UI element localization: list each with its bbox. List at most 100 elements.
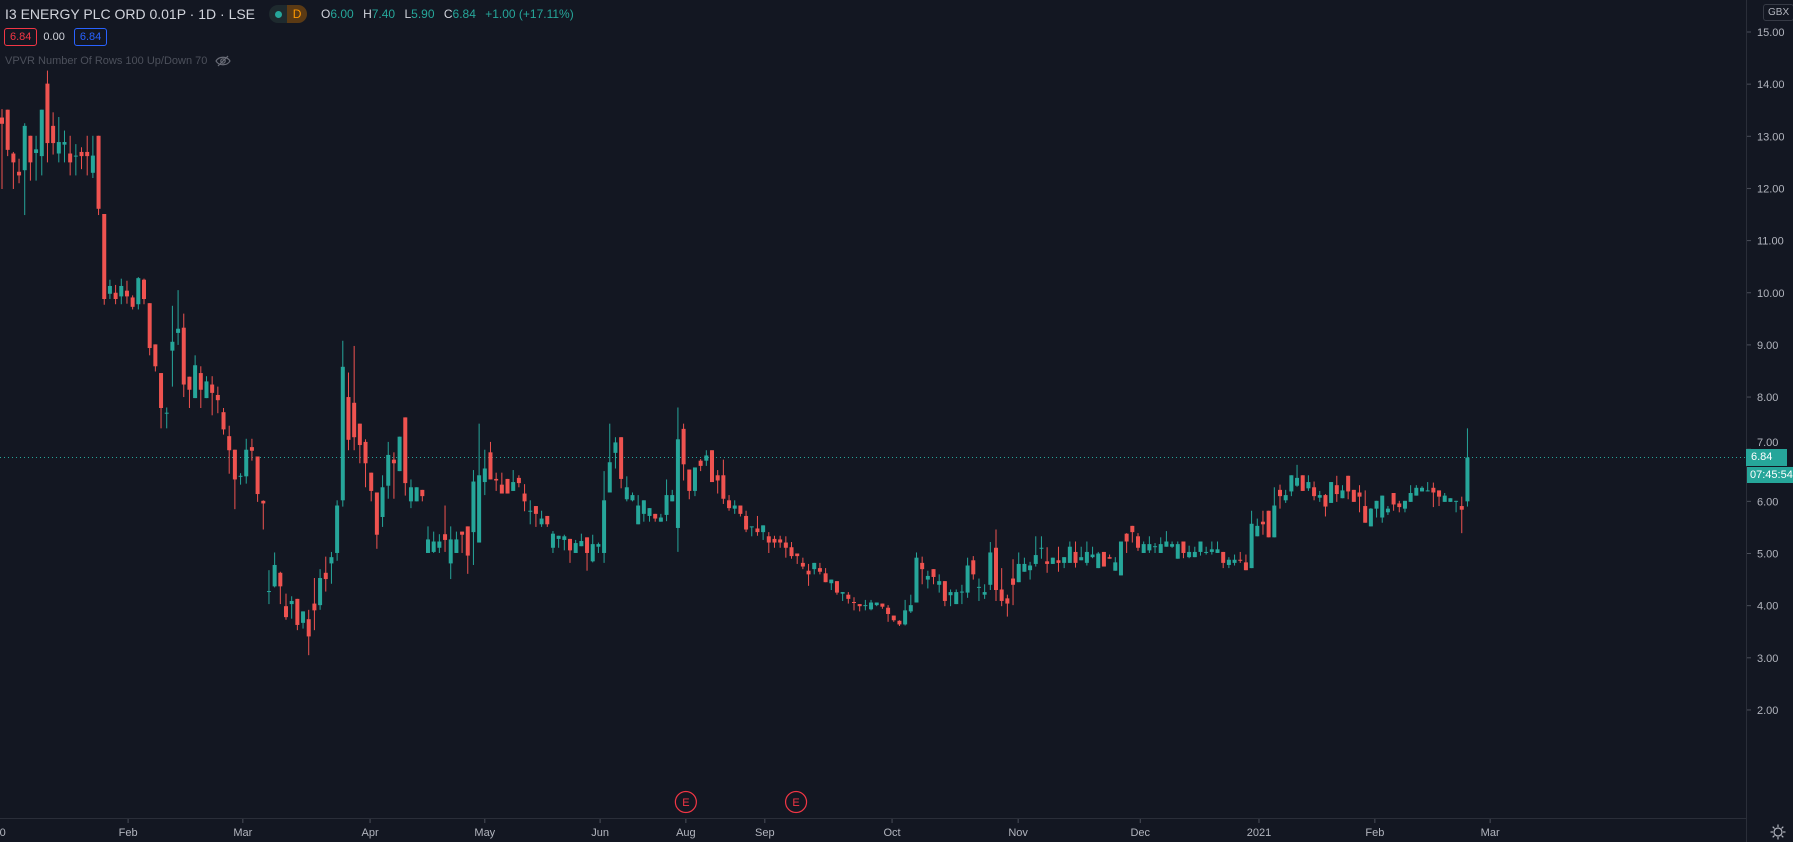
candle-body — [954, 592, 959, 605]
candle — [107, 279, 112, 300]
candle — [766, 532, 771, 553]
earnings-event-marker[interactable]: E — [784, 790, 808, 814]
earnings-label: E — [682, 797, 689, 809]
price-axis[interactable]: 2.00 3.00 4.00 5.00 6.00 7.00 8.00 9.00 10.00 11.… — [1747, 27, 1785, 717]
candle — [96, 135, 101, 216]
candle — [1363, 490, 1368, 523]
candle-body — [829, 579, 834, 584]
candle-body — [306, 619, 311, 637]
candle — [533, 506, 538, 527]
candle-body — [704, 455, 709, 461]
time-axis[interactable]: 2020 Feb Mar Apr May Jun Aug Sep Oct Nov Dec 2021 Fe… — [0, 819, 1500, 839]
candle-body — [1363, 506, 1368, 523]
candle-body — [789, 547, 794, 557]
candle — [306, 609, 311, 656]
candle-body — [1465, 457, 1470, 502]
candle-body — [630, 495, 635, 501]
candle — [1249, 510, 1254, 569]
candle-body — [1124, 533, 1129, 542]
candle — [1334, 475, 1339, 502]
candle-body — [1329, 482, 1334, 503]
candle — [994, 529, 998, 601]
settings-gear-icon[interactable] — [1770, 824, 1786, 840]
candle — [937, 574, 942, 593]
candle — [874, 602, 879, 607]
buy-price-button[interactable]: 6.84 — [73, 28, 108, 46]
candle-body — [1158, 544, 1163, 553]
candle — [1420, 486, 1424, 492]
candle — [1346, 475, 1351, 500]
candle — [113, 284, 118, 305]
candle-body — [744, 515, 749, 530]
candle — [920, 556, 925, 585]
bar-countdown-label: 07:45:54 — [1747, 467, 1793, 483]
candle-body — [454, 539, 459, 553]
candle — [783, 536, 788, 558]
indicator-legend[interactable]: VPVR Number Of Rows 100 Up/Down 70 — [5, 55, 232, 67]
candle — [22, 123, 27, 216]
candle-body — [102, 214, 107, 300]
candle-body — [73, 155, 78, 157]
candle-body — [431, 541, 436, 552]
candle-body — [1039, 547, 1044, 549]
candle — [1368, 508, 1373, 527]
candle-body — [1312, 487, 1317, 497]
time-tick-label: 2021 — [1247, 827, 1271, 839]
candle — [1079, 546, 1084, 561]
candle-body — [698, 460, 703, 466]
candle-body — [1289, 475, 1294, 492]
candle — [647, 508, 652, 522]
time-tick-label: 2020 — [0, 827, 6, 839]
candle — [28, 135, 33, 181]
candle-body — [1050, 557, 1055, 564]
candle-body — [976, 586, 981, 588]
candle — [164, 407, 169, 429]
candle — [198, 366, 203, 409]
candle — [1300, 475, 1305, 491]
candle-body — [1187, 551, 1192, 558]
candle-body — [687, 469, 692, 491]
earnings-event-marker[interactable]: E — [674, 790, 697, 814]
candle — [1260, 510, 1265, 535]
candle-body — [568, 538, 572, 551]
candle — [181, 313, 186, 398]
symbol-title[interactable]: I3 ENERGY PLC ORD 0.01P · 1D · LSE — [5, 6, 256, 22]
candle — [1295, 464, 1300, 487]
candle — [636, 495, 641, 525]
candle — [1204, 546, 1209, 555]
low-label: L — [404, 7, 412, 21]
candle-body — [931, 569, 936, 577]
candle — [550, 531, 555, 553]
candle — [886, 605, 891, 622]
candle — [516, 475, 521, 488]
candle — [687, 469, 692, 500]
candle — [1437, 490, 1442, 507]
price-tick-label: 8.00 — [1757, 392, 1778, 404]
sell-price-button[interactable]: 6.84 — [4, 28, 38, 46]
candle-body — [5, 109, 10, 150]
candle-body — [181, 327, 186, 385]
candle — [51, 112, 56, 155]
candle-body — [761, 525, 766, 533]
candle-body — [403, 417, 408, 484]
currency-label[interactable]: GBX — [1763, 4, 1793, 21]
candle-body — [369, 472, 374, 491]
candle-body — [0, 117, 4, 124]
candle — [1113, 557, 1118, 571]
candle — [408, 479, 413, 509]
low-value: 5.90 — [411, 7, 435, 21]
candle-body — [335, 505, 340, 553]
candle — [692, 467, 697, 497]
candle — [380, 475, 385, 527]
candle — [11, 151, 16, 189]
candle — [664, 479, 669, 522]
eye-off-icon[interactable] — [215, 55, 232, 67]
market-status-pill[interactable]: D — [269, 5, 308, 23]
candle-body — [795, 553, 800, 557]
candle — [982, 584, 987, 599]
candle-body — [886, 607, 891, 614]
candle — [1107, 554, 1112, 559]
candle-body — [721, 475, 726, 499]
candle — [56, 117, 61, 163]
